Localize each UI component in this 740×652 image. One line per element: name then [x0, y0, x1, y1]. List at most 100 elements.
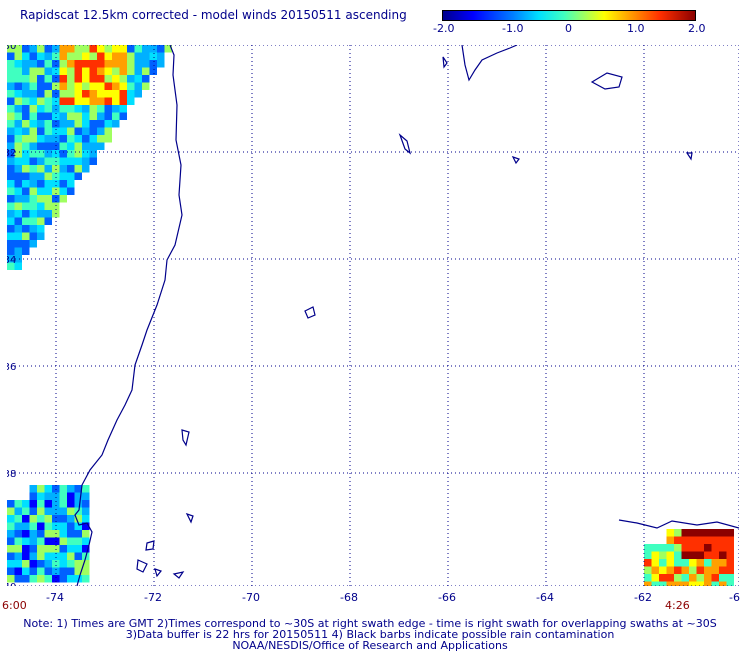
- wind-cell: [127, 82, 135, 90]
- wind-cell: [14, 202, 22, 210]
- wind-cell: [14, 247, 22, 255]
- wind-cell: [29, 135, 37, 143]
- wind-cell: [44, 135, 52, 143]
- wind-cell: [14, 75, 22, 83]
- time-right: 4:26: [665, 599, 690, 612]
- wind-cell: [59, 142, 67, 150]
- wind-cell: [29, 105, 37, 113]
- wind-cell: [7, 232, 15, 240]
- wind-cell: [22, 180, 30, 188]
- wind-cell: [82, 500, 90, 508]
- wind-cell: [29, 45, 37, 53]
- wind-cell: [44, 172, 52, 180]
- wind-cell: [59, 567, 67, 575]
- wind-cell: [67, 120, 75, 128]
- wind-cell: [82, 105, 90, 113]
- wind-cell: [711, 566, 719, 574]
- wind-cell: [112, 112, 120, 120]
- latitude-label: -32: [7, 148, 16, 159]
- wind-cell: [22, 97, 30, 105]
- wind-cell: [37, 522, 45, 530]
- wind-cell: [104, 67, 112, 75]
- wind-cell: [134, 60, 142, 68]
- colorbar-tick: 1.0: [627, 22, 645, 35]
- wind-cell: [696, 536, 704, 544]
- wind-cell: [97, 112, 105, 120]
- wind-cell: [689, 551, 697, 559]
- wind-cell: [104, 82, 112, 90]
- wind-cell: [104, 105, 112, 113]
- wind-cell: [112, 120, 120, 128]
- wind-cell: [59, 67, 67, 75]
- wind-cell: [704, 566, 712, 574]
- wind-cell: [7, 112, 15, 120]
- wind-cell: [59, 90, 67, 98]
- wind-cell: [726, 529, 734, 537]
- wind-cell: [22, 530, 30, 538]
- wind-cell: [112, 97, 120, 105]
- wind-cell: [59, 485, 67, 493]
- wind-cell: [696, 544, 704, 552]
- wind-cell: [666, 559, 674, 567]
- wind-cell: [67, 97, 75, 105]
- wind-cell: [29, 515, 37, 523]
- wind-cell: [22, 240, 30, 248]
- wind-cell: [7, 225, 15, 233]
- wind-cell: [104, 60, 112, 68]
- wind-cell: [659, 559, 667, 567]
- wind-cell: [14, 255, 22, 263]
- wind-cell: [104, 120, 112, 128]
- wind-cell: [7, 522, 15, 530]
- wind-cell: [681, 529, 689, 537]
- wind-cell: [22, 225, 30, 233]
- wind-cell: [119, 60, 127, 68]
- wind-cell: [97, 142, 105, 150]
- wind-cell: [659, 574, 667, 582]
- wind-cell: [52, 135, 60, 143]
- wind-cell: [89, 45, 97, 53]
- wind-cell: [14, 262, 22, 270]
- wind-cell: [674, 574, 682, 582]
- wind-cell: [142, 52, 150, 60]
- wind-cell: [7, 105, 15, 113]
- wind-cell: [67, 180, 75, 188]
- wind-cell: [119, 45, 127, 53]
- wind-cell: [22, 127, 30, 135]
- wind-cell: [29, 500, 37, 508]
- wind-cell: [22, 165, 30, 173]
- wind-cell: [14, 507, 22, 515]
- wind-cell: [644, 581, 652, 586]
- wind-cell: [44, 485, 52, 493]
- wind-cell: [14, 552, 22, 560]
- wind-cell: [97, 97, 105, 105]
- colorbar-tick: -1.0: [502, 22, 524, 35]
- time-left: 6:00: [2, 599, 27, 612]
- latitude-label: -38: [7, 469, 16, 480]
- wind-cell: [67, 82, 75, 90]
- longitude-label: -62: [634, 591, 652, 604]
- wind-cell: [112, 45, 120, 53]
- wind-cell: [29, 172, 37, 180]
- wind-cell: [104, 112, 112, 120]
- wind-cell: [22, 202, 30, 210]
- wind-cell: [726, 551, 734, 559]
- wind-cell: [14, 225, 22, 233]
- wind-cell: [37, 232, 45, 240]
- wind-cell: [112, 52, 120, 60]
- wind-cell: [7, 120, 15, 128]
- wind-cell: [59, 180, 67, 188]
- wind-cell: [97, 60, 105, 68]
- wind-cell: [681, 581, 689, 586]
- wind-cell: [37, 172, 45, 180]
- wind-cell: [14, 180, 22, 188]
- wind-cell: [44, 507, 52, 515]
- wind-cell: [44, 157, 52, 165]
- wind-cell: [44, 75, 52, 83]
- wind-cell: [82, 142, 90, 150]
- wind-cell: [22, 67, 30, 75]
- wind-cell: [7, 255, 15, 263]
- wind-cell: [7, 97, 15, 105]
- wind-cell: [14, 90, 22, 98]
- wind-cell: [7, 240, 15, 248]
- wind-cell: [7, 575, 15, 583]
